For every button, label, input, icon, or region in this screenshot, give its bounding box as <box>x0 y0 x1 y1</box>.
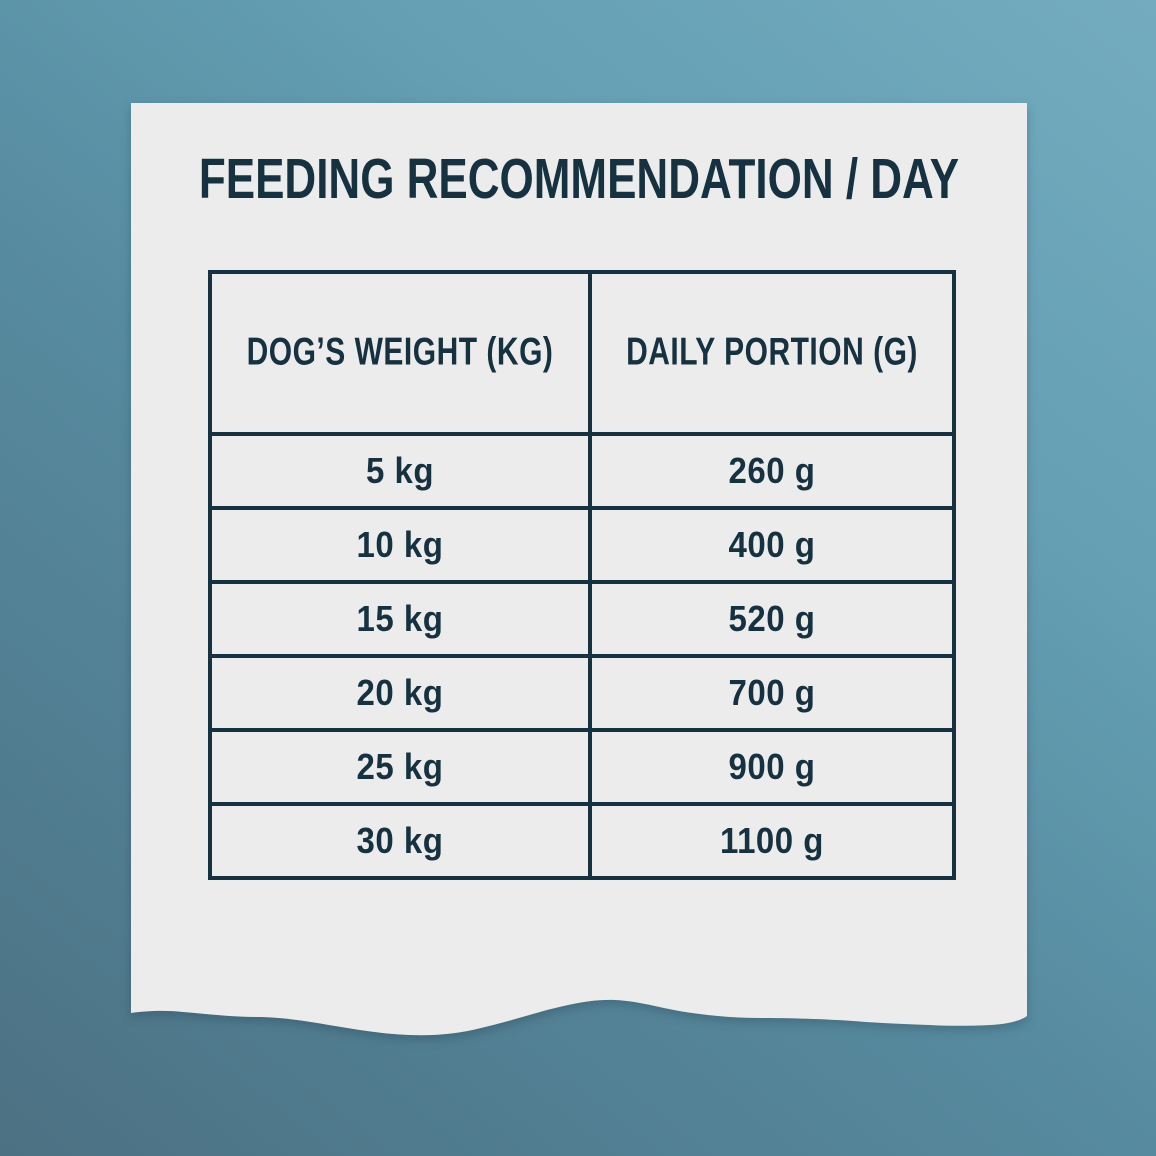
portion-cell: 700 g <box>590 656 954 730</box>
weight-value: 5 kg <box>365 450 435 491</box>
weight-cell: 25 kg <box>210 730 590 804</box>
torn-paper-card-wrapper: FEEDING RECOMMENDATION / DAY DOG’S WEIGH… <box>131 103 1027 1038</box>
weight-value: 10 kg <box>356 524 444 565</box>
column-header-daily-portion-label: DAILY PORTION (G) <box>626 330 918 374</box>
portion-value: 1100 g <box>720 820 824 861</box>
portion-value: 400 g <box>728 524 816 565</box>
column-header-dogs-weight-label: DOG’S WEIGHT (KG) <box>246 330 554 374</box>
column-header-daily-portion: DAILY PORTION (G) <box>590 272 954 434</box>
feeding-recommendation-table: DOG’S WEIGHT (KG) DAILY PORTION (G) 5 kg… <box>208 270 956 880</box>
weight-cell: 10 kg <box>210 508 590 582</box>
portion-cell: 900 g <box>590 730 954 804</box>
portion-cell: 520 g <box>590 582 954 656</box>
table-row: 5 kg 260 g <box>210 434 954 508</box>
weight-value: 25 kg <box>356 746 444 787</box>
portion-cell: 400 g <box>590 508 954 582</box>
weight-cell: 5 kg <box>210 434 590 508</box>
portion-value: 900 g <box>728 746 816 787</box>
table-header-row: DOG’S WEIGHT (KG) DAILY PORTION (G) <box>210 272 954 434</box>
weight-value: 20 kg <box>356 672 444 713</box>
portion-value: 520 g <box>728 598 816 639</box>
portion-cell: 260 g <box>590 434 954 508</box>
table-row: 30 kg 1100 g <box>210 804 954 878</box>
weight-cell: 15 kg <box>210 582 590 656</box>
table-row: 25 kg 900 g <box>210 730 954 804</box>
portion-value: 700 g <box>728 672 816 713</box>
weight-cell: 30 kg <box>210 804 590 878</box>
torn-paper-card: FEEDING RECOMMENDATION / DAY DOG’S WEIGH… <box>131 103 1027 1038</box>
page-title: FEEDING RECOMMENDATION / DAY <box>198 148 960 211</box>
portion-value: 260 g <box>728 450 816 491</box>
column-header-dogs-weight: DOG’S WEIGHT (KG) <box>210 272 590 434</box>
table-row: 15 kg 520 g <box>210 582 954 656</box>
weight-value: 30 kg <box>356 820 444 861</box>
table-row: 10 kg 400 g <box>210 508 954 582</box>
weight-value: 15 kg <box>356 598 444 639</box>
table-row: 20 kg 700 g <box>210 656 954 730</box>
portion-cell: 1100 g <box>590 804 954 878</box>
weight-cell: 20 kg <box>210 656 590 730</box>
